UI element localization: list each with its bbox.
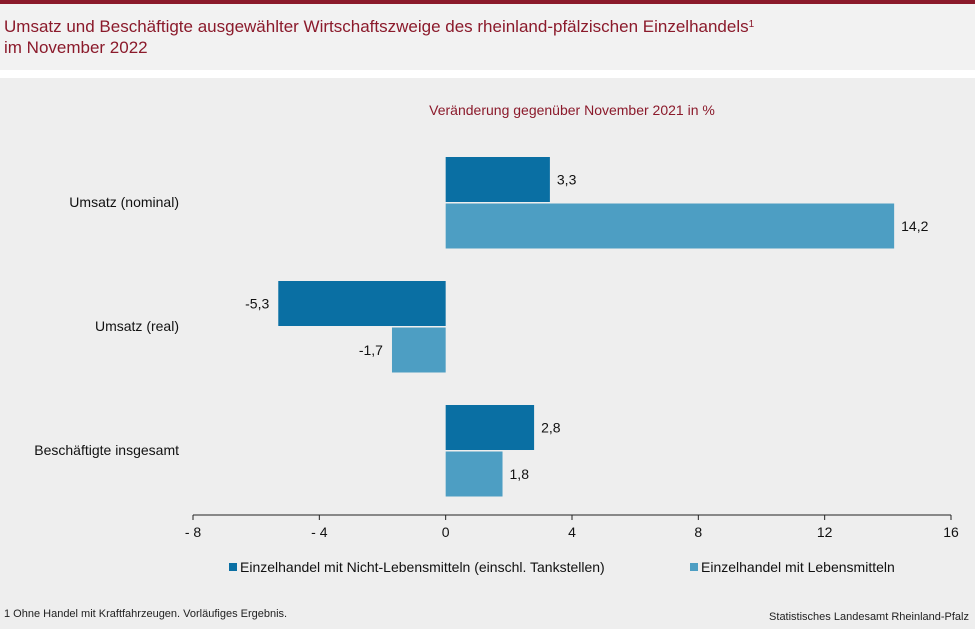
- bar: [445, 451, 503, 497]
- title-line2: im November 2022: [4, 38, 148, 57]
- x-tick-label: 0: [442, 524, 450, 540]
- x-tick-label: - 8: [185, 524, 202, 540]
- data-label: 2,8: [541, 420, 561, 436]
- bar: [391, 327, 446, 373]
- data-label: -5,3: [245, 296, 269, 312]
- legend-label: Einzelhandel mit Nicht-Lebensmitteln (ei…: [240, 559, 605, 575]
- bar: [445, 405, 535, 450]
- title-footnote-mark: 1: [748, 19, 755, 30]
- bar: [278, 281, 446, 326]
- header: Umsatz und Beschäftigte ausgewählter Wir…: [0, 4, 975, 70]
- data-label: 1,8: [510, 466, 530, 482]
- category-label: Beschäftigte insgesamt: [34, 442, 179, 458]
- source-note: Statistisches Landesamt Rheinland-Pfalz: [769, 611, 969, 623]
- header-separator: [0, 70, 975, 78]
- bar: [445, 157, 550, 202]
- bar: [445, 203, 895, 249]
- chart-subtitle: Veränderung gegenüber November 2021 in %: [429, 102, 715, 118]
- data-label: -1,7: [359, 342, 383, 358]
- x-tick-label: 4: [568, 524, 576, 540]
- x-tick-label: 16: [943, 524, 959, 540]
- title-line1: Umsatz und Beschäftigte ausgewählter Wir…: [4, 17, 749, 36]
- category-label: Umsatz (real): [95, 318, 179, 334]
- x-tick-label: 12: [817, 524, 833, 540]
- chart-title: Umsatz und Beschäftigte ausgewählter Wir…: [4, 16, 964, 58]
- x-tick-label: 8: [694, 524, 702, 540]
- legend-swatch: [690, 563, 698, 571]
- top-accent-bar: [0, 0, 975, 4]
- data-label: 14,2: [901, 218, 928, 234]
- x-tick-label: - 4: [311, 524, 328, 540]
- legend-label: Einzelhandel mit Lebensmitteln: [701, 559, 895, 575]
- legend-swatch: [229, 563, 237, 571]
- footnote: 1 Ohne Handel mit Kraftfahrzeugen. Vorlä…: [4, 608, 288, 620]
- category-label: Umsatz (nominal): [69, 194, 179, 210]
- data-label: 3,3: [557, 172, 577, 188]
